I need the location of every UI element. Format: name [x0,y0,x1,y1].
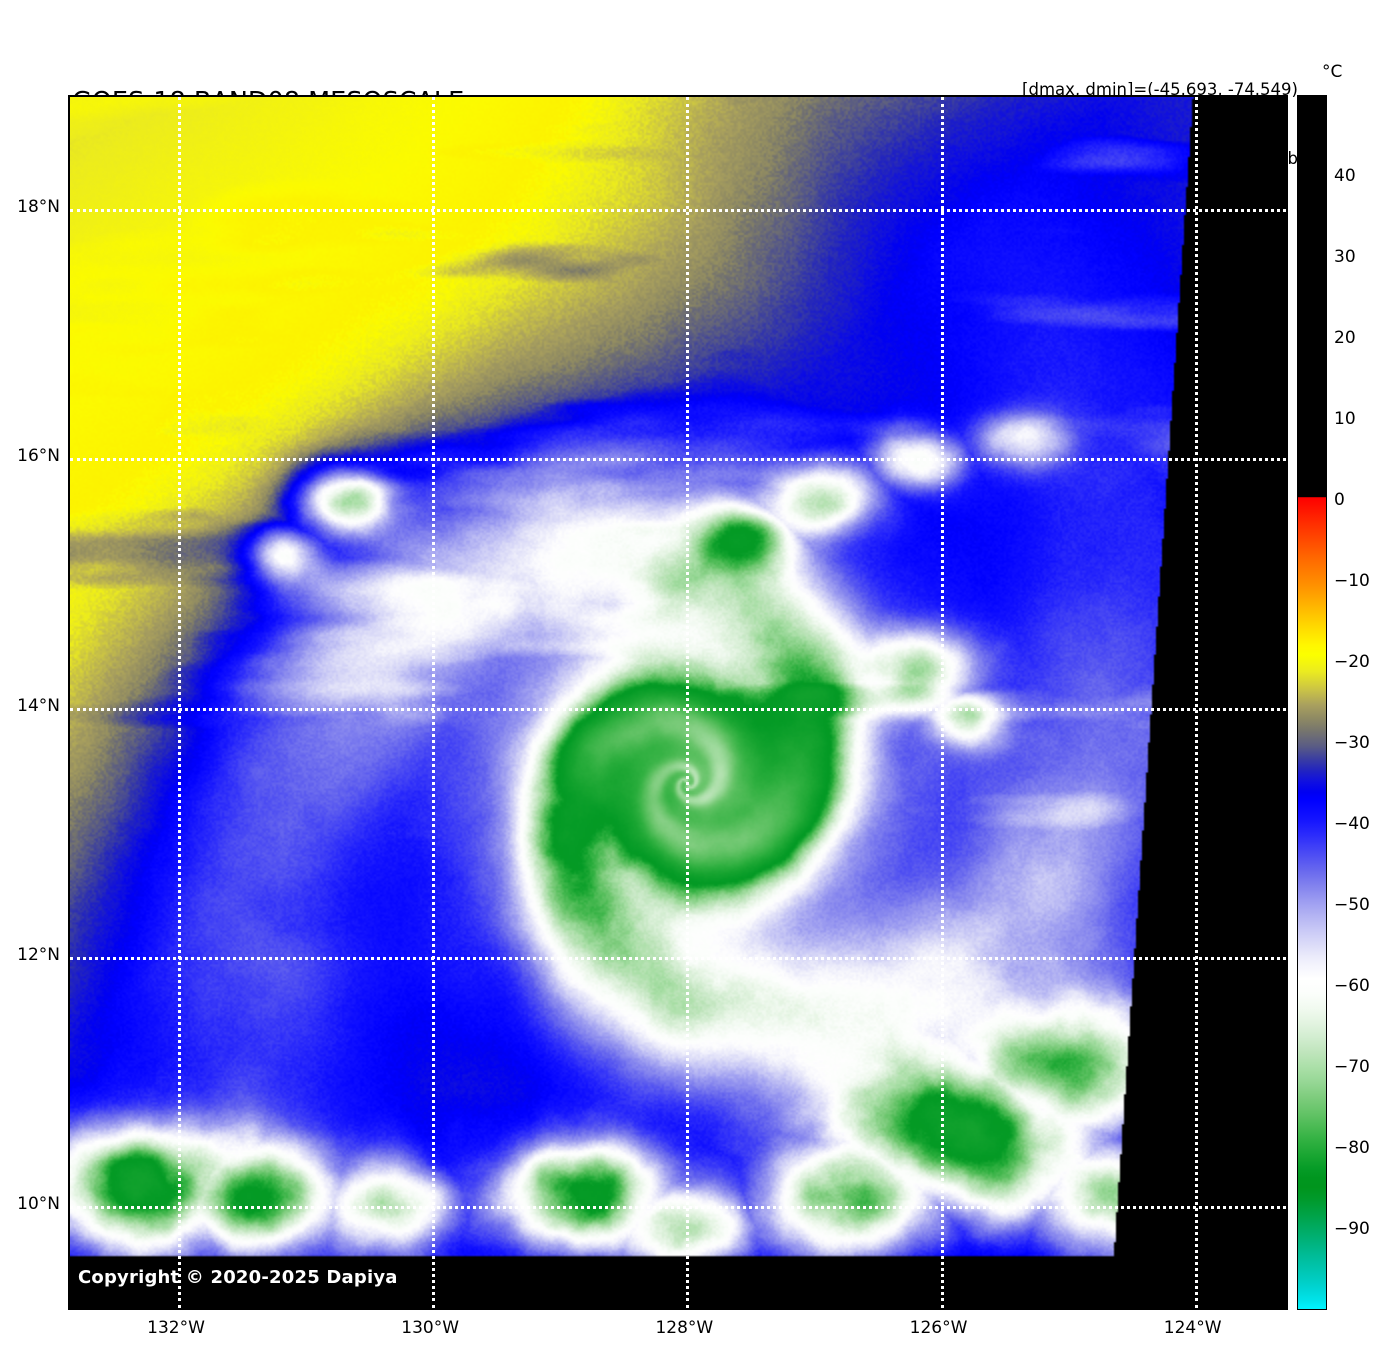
colorbar-unit-label: °C [1322,62,1343,82]
colorbar-tick-label: −50 [1334,895,1370,915]
x-tick-label: 132°W [147,1318,205,1338]
y-tick-label: 14°N [17,695,60,716]
colorbar-tick-label: −20 [1334,652,1370,672]
x-tick-label: 128°W [655,1318,714,1338]
y-tick-label: 12°N [17,944,60,965]
x-tick-label: 126°W [909,1318,968,1338]
x-tick-label: 124°W [1163,1318,1222,1338]
y-tick-label: 18°N [17,197,60,218]
y-tick-label: 16°N [17,446,60,467]
colorbar-tick-label: −30 [1334,733,1370,753]
satellite-imagery-canvas [70,97,1286,1308]
colorbar-tick-label: 0 [1334,490,1345,510]
colorbar-tick-label: 20 [1334,328,1356,348]
copyright-label: Copyright © 2020-2025 Dapiya [78,1267,398,1288]
y-tick-label: 10°N [17,1194,60,1215]
colorbar-gradient [1297,95,1327,1310]
colorbar-tick-label: 10 [1334,409,1356,429]
colorbar-tick-label: −80 [1334,1138,1370,1158]
x-tick-label: 130°W [401,1318,460,1338]
satellite-plot-area: Copyright © 2020-2025 Dapiya [68,95,1288,1310]
colorbar-tick-label: −90 [1334,1219,1370,1239]
colorbar-tick-label: −70 [1334,1057,1370,1077]
colorbar-tick-label: 30 [1334,247,1356,267]
colorbar-tick-label: −60 [1334,976,1370,996]
colorbar-tick-label: 40 [1334,166,1356,186]
colorbar-tick-label: −40 [1334,814,1370,834]
dmax-dmin-label: [dmax, dmin]=(-45.693, -74.549) [1022,80,1298,99]
colorbar-tick-label: −10 [1334,571,1370,591]
